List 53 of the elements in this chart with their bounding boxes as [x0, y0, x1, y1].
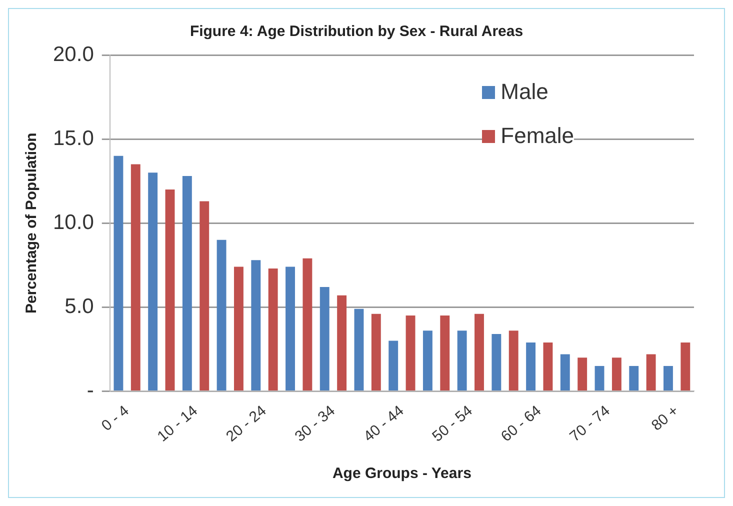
bar [251, 260, 261, 390]
x-tick-label: 20 - 24 [223, 402, 270, 446]
y-tick-label: 20.0 [52, 42, 94, 66]
bar [543, 342, 553, 390]
bar [440, 316, 450, 390]
x-axis-title: Age Groups - Years [332, 465, 472, 482]
bar [302, 258, 312, 390]
bar [474, 314, 484, 390]
bar [594, 366, 604, 390]
bar [680, 342, 690, 390]
bar [560, 354, 570, 390]
bar [337, 295, 347, 390]
y-tick-label: 10.0 [52, 210, 94, 234]
bar [388, 340, 398, 390]
bar [200, 201, 210, 390]
bar [492, 334, 502, 390]
x-tick-label: 40 - 44 [360, 402, 408, 446]
x-tick-label: 30 - 34 [292, 402, 338, 446]
x-tick-label: 10 - 14 [154, 402, 202, 446]
bar [629, 366, 639, 390]
bar [646, 354, 656, 390]
legend-label: Female [500, 123, 574, 149]
bar [114, 156, 124, 390]
x-tick-label: 60 - 64 [498, 402, 545, 446]
bar [371, 314, 381, 390]
y-tick-label: 15.0 [52, 126, 94, 150]
bar [526, 342, 536, 390]
chart-title: Figure 4: Age Distribution by Sex - Rural Areas [190, 23, 524, 40]
bar [457, 330, 467, 390]
bar [165, 189, 175, 390]
bar [216, 240, 226, 390]
bar [612, 358, 622, 390]
bar [578, 358, 588, 390]
bar [234, 266, 244, 390]
bar [268, 268, 278, 390]
y-axis-title: Percentage of Population [23, 132, 40, 314]
y-tick-label: - [86, 378, 94, 402]
x-tick-label: 70 - 74 [566, 402, 614, 446]
bar [422, 330, 432, 390]
y-tick-label: 5.0 [64, 294, 94, 318]
bar [664, 366, 673, 390]
bar [508, 330, 518, 390]
legend-label: Male [500, 79, 548, 105]
bar [354, 308, 364, 390]
bar [182, 176, 192, 390]
x-tick-label: 0 - 4 [98, 402, 132, 435]
bar [406, 316, 416, 390]
x-tick-label: 50 - 54 [429, 402, 476, 446]
bar [286, 266, 295, 390]
bar [320, 286, 330, 390]
x-tick-label: 80 + [648, 402, 682, 434]
bar [130, 164, 140, 390]
bar [148, 172, 158, 390]
